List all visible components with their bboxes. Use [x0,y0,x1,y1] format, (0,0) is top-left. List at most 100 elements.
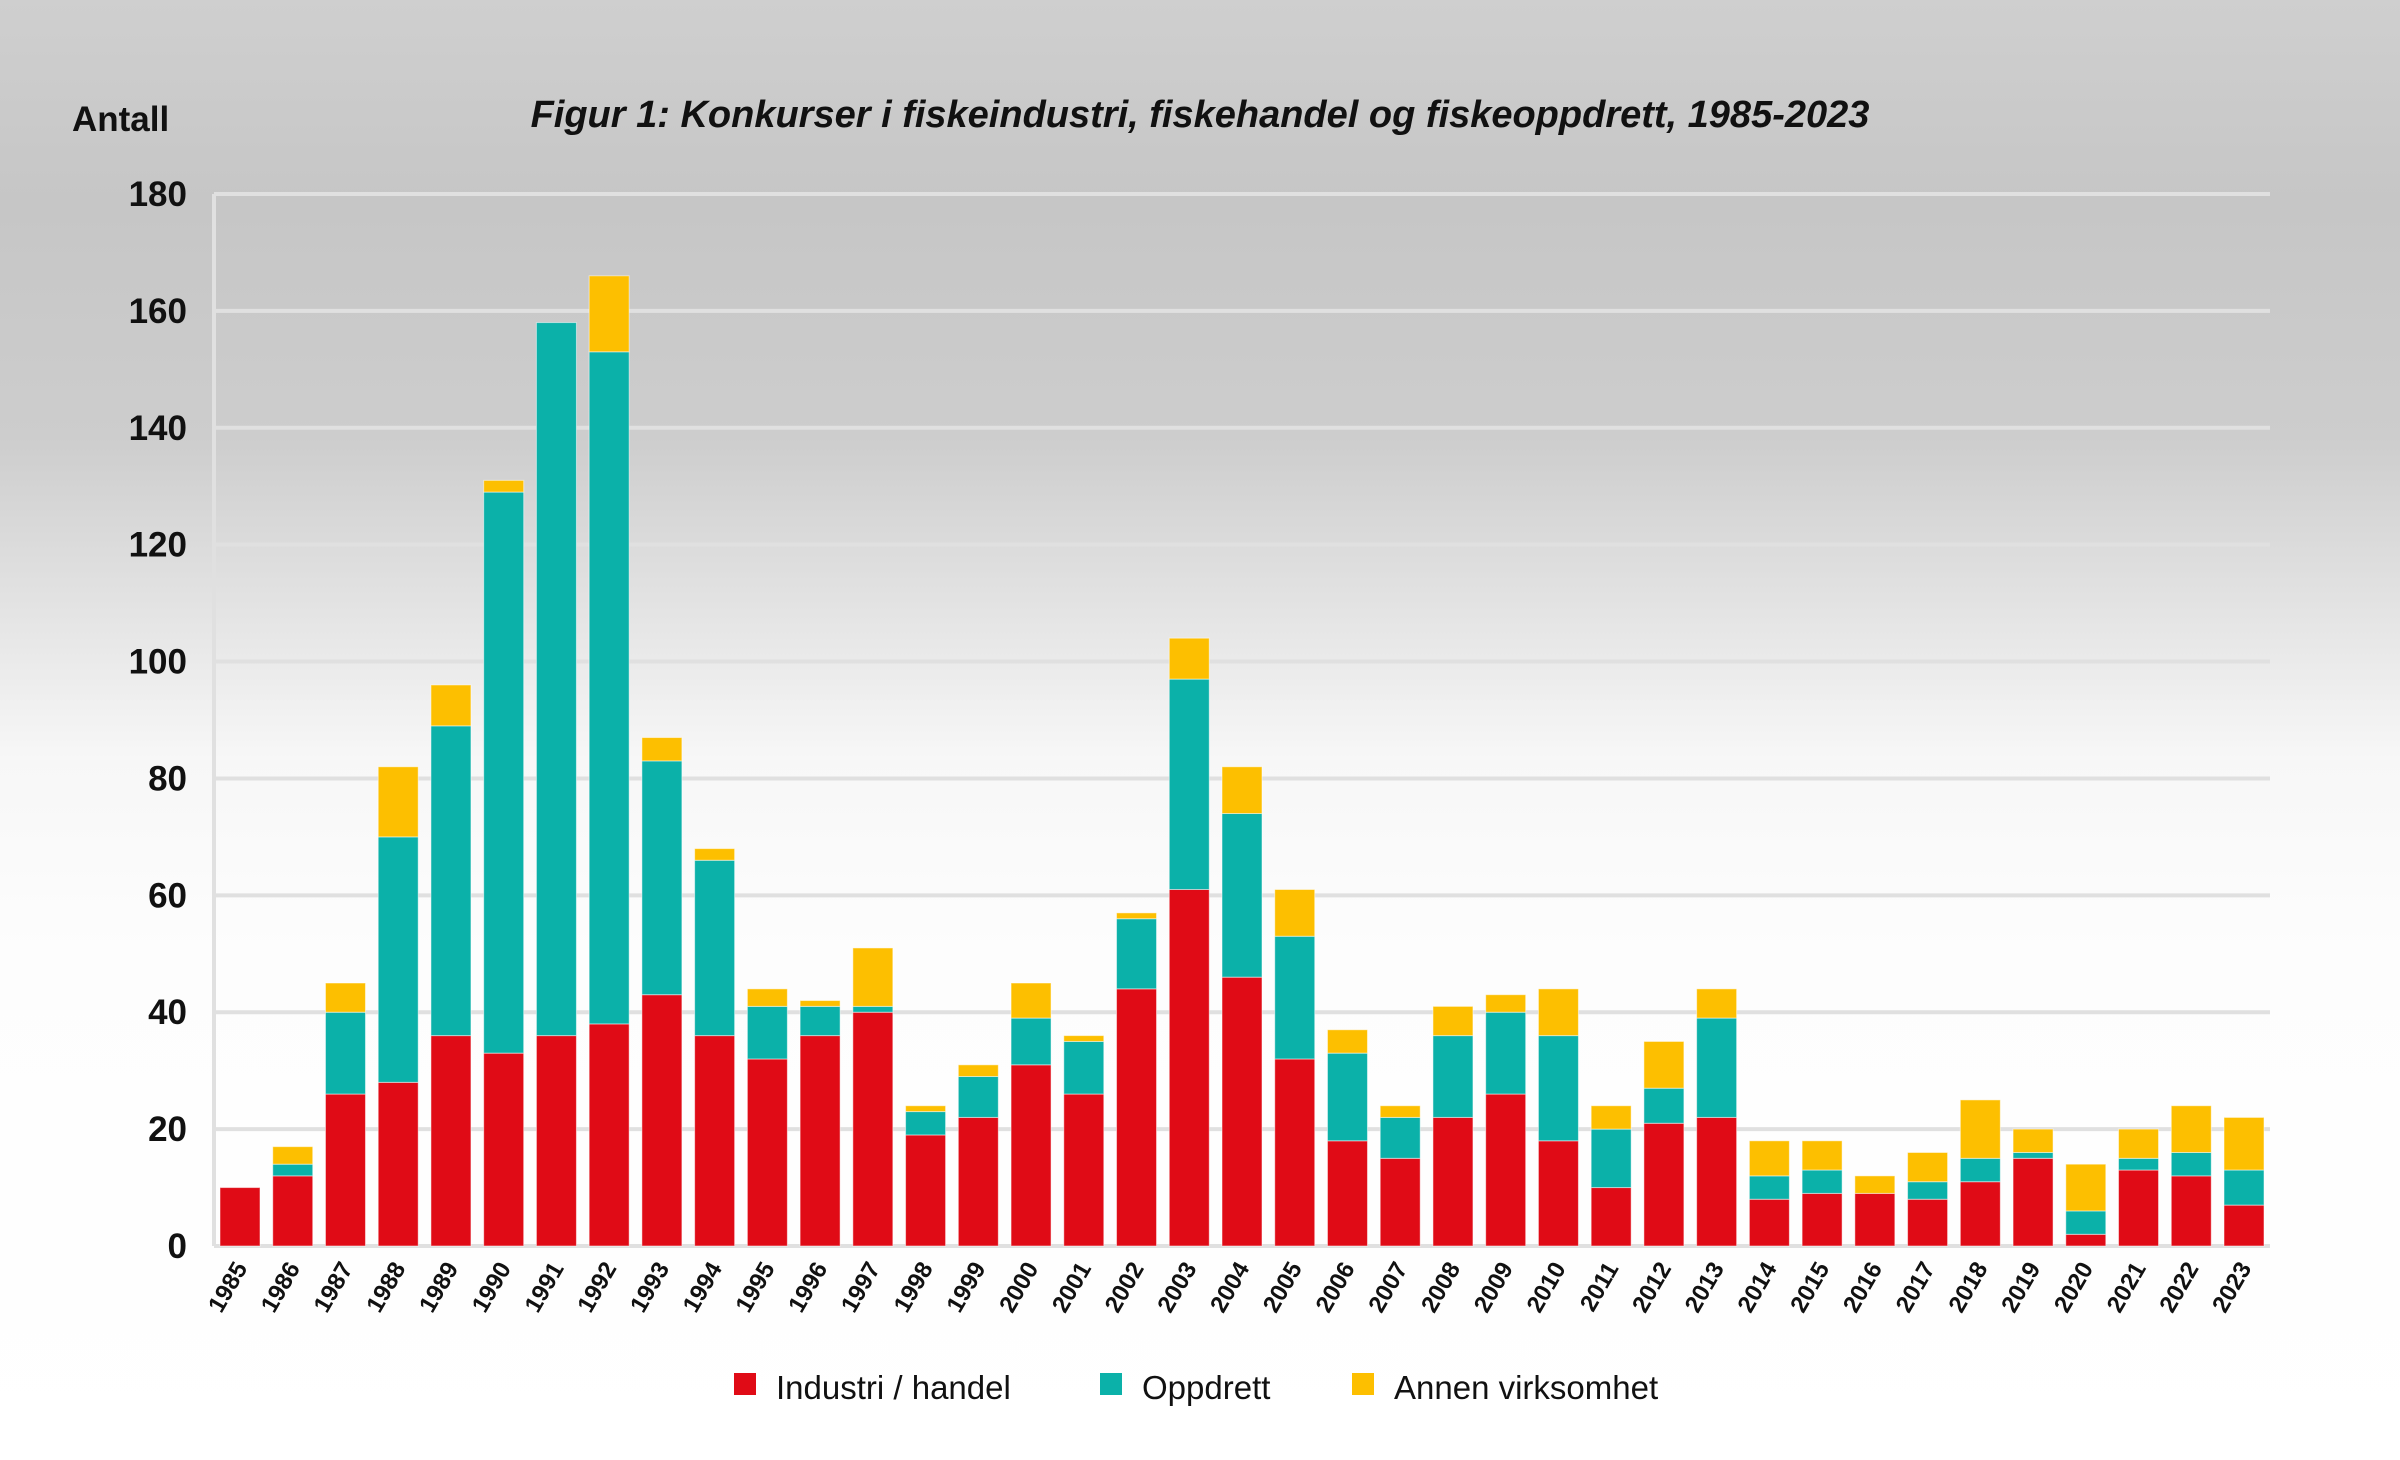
y-tick-label: 20 [148,1110,187,1149]
bar-segment-annen [905,1105,947,1113]
bar-segment-industri [641,994,683,1247]
bar-segment-annen [324,982,366,1013]
x-tick-label: 2021 [2102,1258,2152,1318]
bar-segment-annen [1959,1099,2001,1159]
y-tick-label: 40 [148,993,187,1032]
bar-segment-industri [1590,1187,1632,1247]
bar-segment-industri [1168,888,1210,1247]
x-tick-label: 1991 [520,1258,570,1318]
x-tick-label: 2005 [1258,1258,1308,1318]
bar-segment-oppdrett [2170,1151,2212,1177]
bar-segment-oppdrett [1485,1011,1527,1095]
bar-segment-industri [2012,1157,2054,1247]
x-tick-label: 1989 [414,1258,464,1318]
x-tick-label: 2011 [1575,1258,1624,1317]
bar-segment-industri [272,1175,314,1247]
bar-segment-industri [799,1035,841,1247]
bar-segment-industri [1326,1140,1368,1247]
legend-label: Industri / handel [776,1369,1011,1406]
bar-segment-annen [430,684,472,727]
bar-segment-oppdrett [272,1163,314,1177]
x-tick-label: 1998 [889,1258,939,1318]
bar-segment-industri [430,1035,472,1247]
bar-segment-industri [219,1187,261,1247]
y-tick-label: 60 [148,876,187,915]
bar-segment-annen [1379,1105,1421,1118]
bar-segment-oppdrett [694,859,736,1037]
legend-swatch [734,1373,756,1395]
bar-segment-industri [1274,1058,1316,1247]
x-tick-label: 2016 [1838,1258,1888,1318]
bar-segment-oppdrett [483,491,525,1054]
bar-segment-industri [1537,1140,1579,1247]
y-tick-label: 100 [129,643,187,682]
bar-segment-industri [1063,1093,1105,1247]
bar-segment-annen [2065,1163,2107,1212]
bar-segment-annen [799,1000,841,1007]
bar-segment-industri [1907,1198,1949,1247]
x-tick-label: 2013 [1680,1258,1730,1318]
x-tick-label: 1985 [203,1258,253,1318]
x-tick-label: 1996 [783,1258,833,1318]
bar-segment-annen [377,766,419,838]
x-tick-label: 1997 [836,1258,886,1318]
x-tick-label: 1988 [361,1258,411,1318]
bar-segment-oppdrett [957,1076,999,1118]
bar-segment-industri [2170,1175,2212,1247]
x-tick-label: 2017 [1891,1258,1941,1318]
bar-segment-industri [852,1011,894,1247]
x-tick-label: 2019 [1996,1258,2046,1318]
x-tick-label: 2006 [1311,1258,1361,1318]
x-tick-label: 1993 [625,1258,675,1318]
bar-segment-annen [1643,1040,1685,1089]
bar-segment-annen [1010,982,1052,1019]
y-tick-label: 180 [129,175,187,214]
x-tick-label: 1994 [678,1257,728,1317]
bar-segment-oppdrett [1379,1116,1421,1159]
x-tick-label: 1986 [256,1258,306,1318]
bar-segment-industri [1643,1122,1685,1247]
x-tick-label: 1987 [309,1258,359,1318]
legend-label: Oppdrett [1142,1369,1270,1406]
bar-segment-industri [1221,976,1263,1247]
bar-segment-annen [588,275,630,353]
bar-segment-annen [1907,1151,1949,1183]
bar-segment-oppdrett [1010,1017,1052,1066]
bar-segment-oppdrett [905,1111,947,1136]
bar-segment-annen [483,479,525,493]
bar-segment-industri [483,1052,525,1247]
bar-segment-oppdrett [2065,1210,2107,1235]
x-tick-label: 2003 [1152,1258,1202,1318]
x-tick-label: 2023 [2207,1258,2257,1318]
bar-segment-annen [957,1064,999,1078]
bar-segment-oppdrett [746,1005,788,1060]
x-tick-label: 1999 [941,1258,991,1318]
bar-segment-annen [1485,994,1527,1013]
bar-segment-industri [1010,1064,1052,1247]
bar-segment-industri [324,1093,366,1247]
bar-segment-annen [1696,988,1738,1019]
legend-swatch [1100,1373,1122,1395]
legend-swatch [1352,1373,1374,1395]
bar-segment-industri [2065,1233,2107,1247]
bar-segment-oppdrett [641,760,683,996]
bar-segment-industri [694,1035,736,1247]
y-axis-label: Antall [72,100,169,139]
bar-segment-oppdrett [1907,1181,1949,1200]
bar-segment-annen [272,1146,314,1165]
bar-segment-annen [641,737,683,762]
bar-segment-oppdrett [377,836,419,1083]
x-tick-label: 2010 [1522,1258,1572,1318]
bar-segment-oppdrett [535,322,577,1037]
bar-segment-annen [1801,1140,1843,1171]
bar-segment-industri [1432,1116,1474,1247]
x-tick-label: 1995 [730,1258,780,1318]
bar-segment-industri [2223,1204,2265,1247]
x-tick-label: 2014 [1732,1257,1782,1317]
bar-segment-oppdrett [1432,1035,1474,1118]
bar-segment-industri [1854,1192,1896,1247]
bar-segment-annen [1326,1029,1368,1054]
bar-segment-annen [1854,1175,1896,1194]
bar-segment-oppdrett [1116,918,1158,990]
